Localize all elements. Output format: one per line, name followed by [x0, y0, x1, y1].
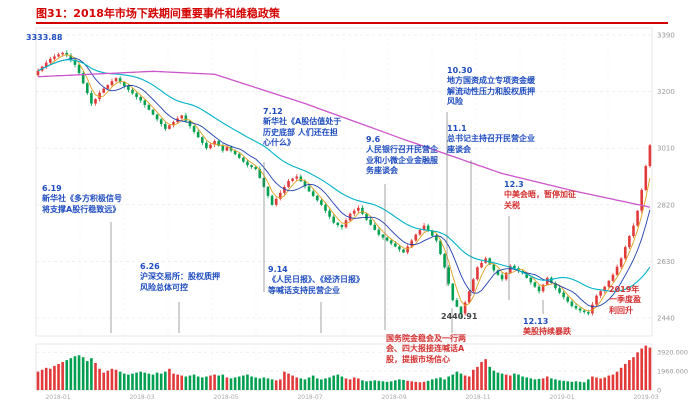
svg-text:3200: 3200 — [657, 88, 675, 96]
annotation-line: 总书记主持召开民营企业 — [447, 134, 535, 144]
annotation-line: 沪深交易所：股权质押 — [140, 272, 220, 282]
annotation-line: 中美会晤，暂停加征 — [504, 190, 576, 200]
event-annotation: 6.26 沪深交易所：股权质押 风险总体可控 — [140, 262, 220, 293]
annotation-line: 国务院金稳会及一行两 — [386, 334, 466, 343]
annotation-line: 会、四大报接连喊话A — [386, 344, 465, 354]
svg-text:2018-09: 2018-09 — [381, 394, 406, 401]
event-annotation: 2019年 一季度盈 利回升 — [609, 285, 641, 316]
svg-text:2630: 2630 — [657, 258, 675, 266]
svg-text:2440: 2440 — [657, 315, 675, 323]
annotation-line: 关税 — [504, 200, 520, 210]
annotation-date: 10.30 — [447, 66, 473, 75]
event-annotation: 7.12 新华社《A股估值处于 历史底部 人们还在担 心什么》 — [263, 107, 341, 149]
annotation-line: 历史底部 人们还在担 — [263, 127, 338, 137]
svg-text:2018-07: 2018-07 — [297, 394, 322, 401]
annotation-line: 地方国资成立专项资金缓 — [447, 76, 535, 86]
event-annotation: 9.14 《人民日报》、《经济日报》 等喊话支持民营企业 — [268, 265, 364, 296]
svg-text:3920.000: 3920.000 — [657, 349, 688, 357]
annotation-date: 6.26 — [140, 262, 160, 271]
annotation-line: 解流动性压力和股权质押 — [447, 86, 535, 96]
annotation-line: 业和小微企业金融服 — [366, 155, 438, 165]
annotation-line: 新华社《A股估值处于 — [263, 117, 342, 127]
figure-title: 图31：2018年市场下跌期间重要事件和维稳政策 — [36, 7, 280, 20]
annotation-line: 心什么》 — [263, 138, 295, 148]
event-annotation: 10.30 地方国资成立专项资金缓 解流动性压力和股权质押 风险 — [447, 66, 535, 108]
annotation-line: 等喊话支持民营企业 — [268, 285, 340, 295]
annotation-date: 12.13 — [523, 317, 549, 326]
svg-text:2019-01: 2019-01 — [549, 394, 574, 401]
annotation-line: 2019年 — [609, 285, 640, 294]
svg-text:0: 0 — [657, 387, 661, 395]
svg-text:1960.000: 1960.000 — [657, 368, 688, 376]
annotation-line: 美股持续暴跌 — [523, 327, 571, 337]
annotation-line: 一季度盈 — [609, 295, 641, 305]
svg-text:2018-01: 2018-01 — [45, 394, 70, 401]
moving-averages-layer — [37, 54, 651, 312]
annotation-line: 将支撑A股行稳致远》 — [42, 204, 121, 214]
annotation-date: 9.6 — [366, 135, 381, 144]
svg-text:2019-03: 2019-03 — [633, 394, 658, 401]
annotation-date: 7.12 — [263, 107, 283, 116]
grid-layer — [35, 27, 653, 391]
annotation-line: 务座谈会 — [366, 166, 398, 176]
svg-text:3010: 3010 — [657, 145, 675, 153]
annotation-line: 《人民日报》、《经济日报》 — [268, 275, 364, 285]
annotation-line: 风险 — [447, 97, 463, 107]
annotation-date: 6.19 — [42, 184, 62, 193]
svg-text:2018-05: 2018-05 — [213, 394, 238, 401]
event-annotation: 9.6 人民银行召开民营企 业和小微企业金融服 务座谈会 — [366, 135, 438, 177]
svg-text:2820: 2820 — [657, 201, 675, 209]
svg-text:2018-11: 2018-11 — [465, 394, 490, 401]
annotation-leader-lines — [110, 112, 544, 333]
annotation-date: 11.1 — [447, 124, 467, 133]
svg-text:3390: 3390 — [657, 32, 675, 40]
event-annotation: 12.3 中美会晤，暂停加征 关税 — [504, 180, 576, 211]
annotation-line: 股，提振市场信心 — [386, 354, 450, 364]
annotation-line: 新华社《多方积极信号 — [42, 194, 122, 204]
title-underline — [36, 22, 668, 24]
axis-labels-layer: 3390 3200 3010 2820 2630 2440 3920.000 1960.000… — [45, 32, 688, 402]
event-annotation: 国务院金稳会及一行两 会、四大报接连喊话A 股，提振市场信心 — [386, 334, 466, 365]
annotation-line: 人民银行召开民营企 — [366, 145, 438, 155]
annotation-line: 座谈会 — [447, 144, 471, 154]
event-annotation: 6.19 新华社《多方积极信号 将支撑A股行稳致远》 — [42, 184, 122, 215]
volume-bars-layer — [36, 345, 652, 390]
svg-text:2018-03: 2018-03 — [129, 394, 154, 401]
price-extreme-label: 3333.88 — [26, 33, 63, 42]
event-annotation: 11.1 总书记主持召开民营企业 座谈会 — [447, 124, 535, 155]
annotation-date: 12.3 — [504, 180, 524, 189]
annotation-line: 利回升 — [609, 305, 633, 315]
annotation-date: 9.14 — [268, 265, 288, 274]
event-annotation: 12.13 美股持续暴跌 — [523, 317, 571, 338]
price-extreme-label: 2440.91 — [441, 312, 478, 321]
annotation-line: 风险总体可控 — [140, 282, 188, 292]
